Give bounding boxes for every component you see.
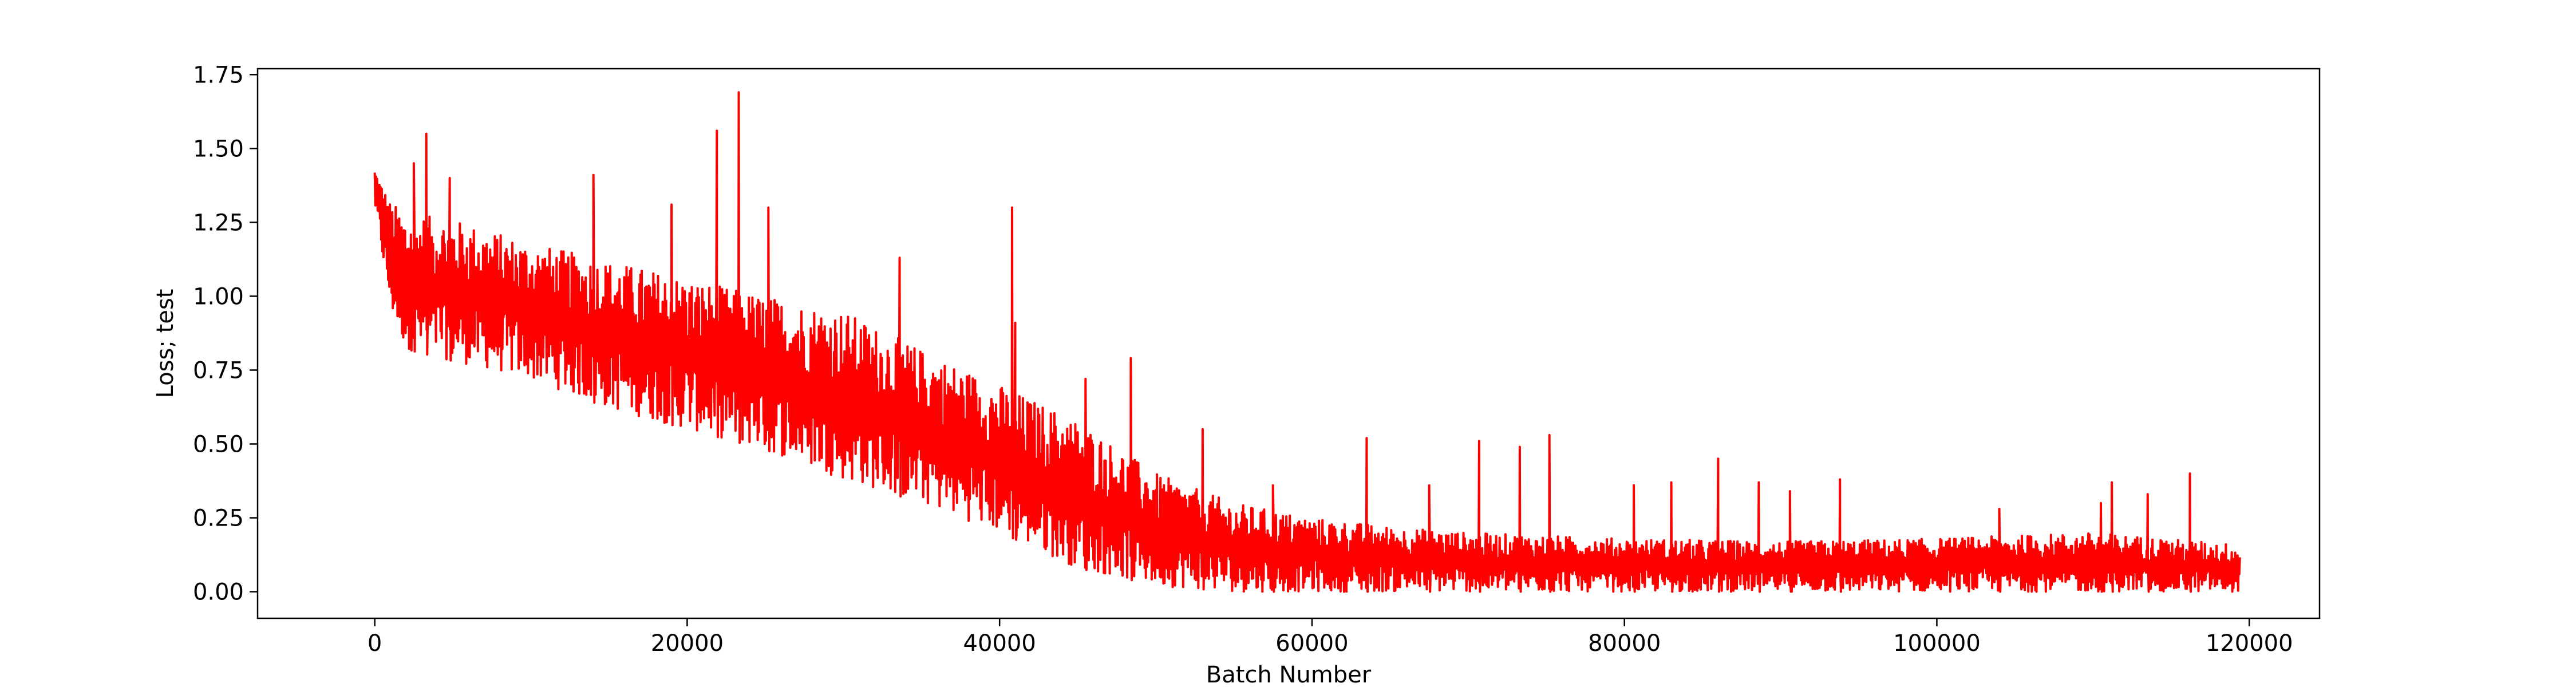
y-tick-label: 0.25 — [193, 506, 244, 532]
y-tick-label: 0.75 — [193, 357, 244, 384]
y-tick-label: 1.75 — [193, 62, 244, 88]
y-axis: 0.00 0.25 0.50 0.75 1.00 1.25 1.50 1.75 — [193, 62, 258, 606]
x-tick-label: 0 — [368, 630, 382, 657]
plot-layer — [373, 91, 2241, 593]
y-tick-label: 1.00 — [193, 283, 244, 310]
x-axis: 0 20000 40000 60000 80000 100000 120000 — [368, 618, 2293, 657]
x-tick-label: 120000 — [2206, 630, 2293, 657]
loss-series-line — [373, 91, 2241, 593]
x-axis-label: Batch Number — [1206, 662, 1372, 687]
plot-frame — [256, 68, 2321, 619]
x-tick-label: 40000 — [963, 630, 1036, 657]
y-tick-label: 0.50 — [193, 431, 244, 457]
y-tick-label: 1.50 — [193, 136, 244, 162]
y-axis-label: Loss; test — [152, 289, 179, 398]
x-tick-label: 20000 — [651, 630, 724, 657]
y-tick-label: 1.25 — [193, 210, 244, 236]
x-tick-label: 80000 — [1588, 630, 1661, 657]
y-tick-label: 0.00 — [193, 579, 244, 606]
x-tick-label: 100000 — [1893, 630, 1981, 657]
x-tick-label: 60000 — [1275, 630, 1348, 657]
